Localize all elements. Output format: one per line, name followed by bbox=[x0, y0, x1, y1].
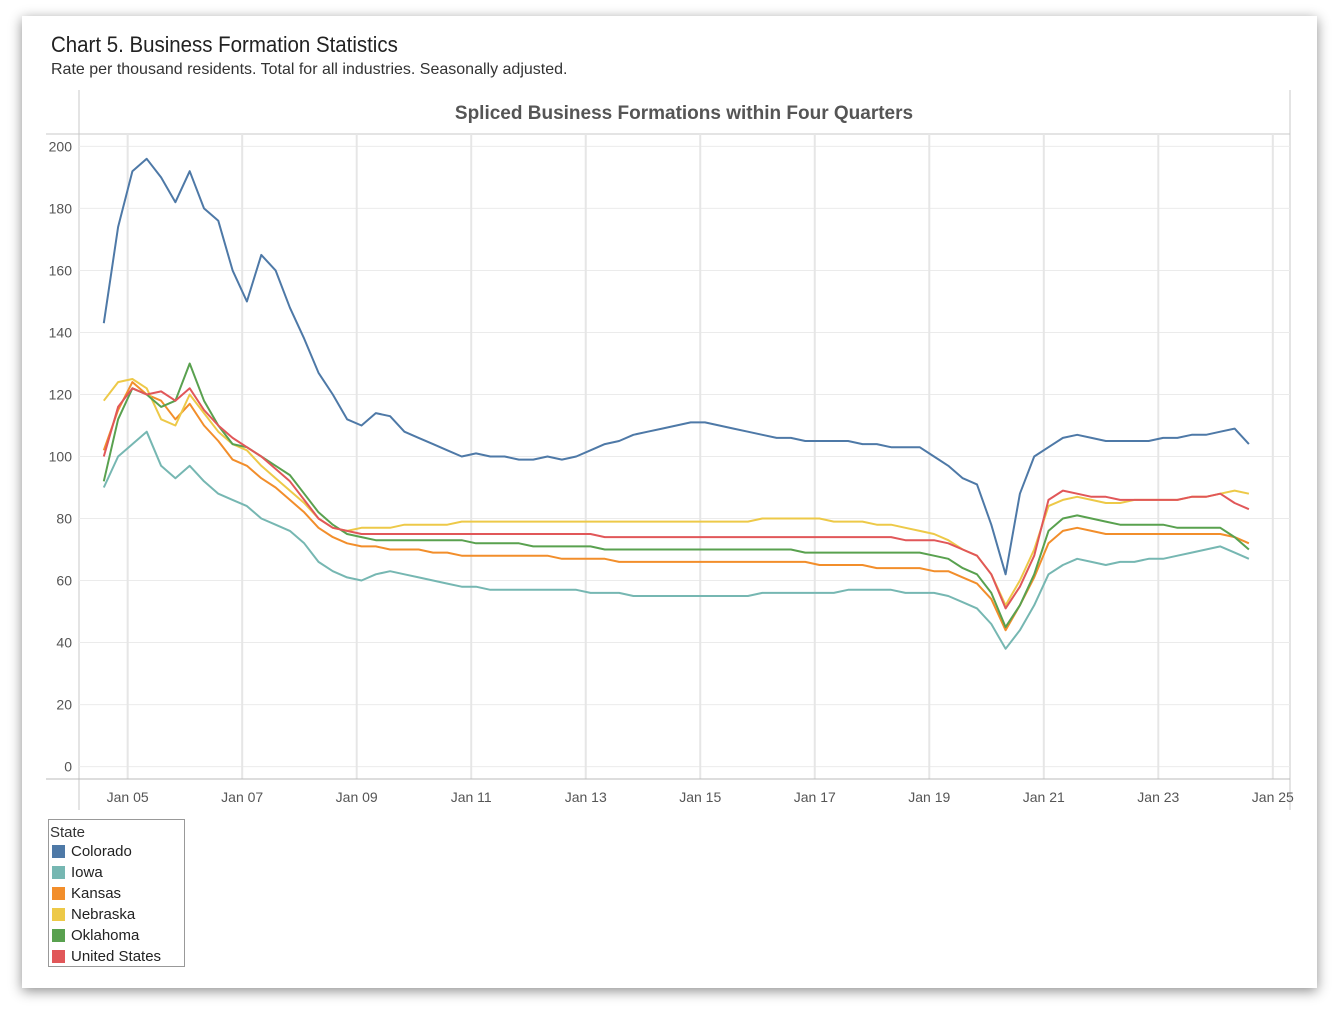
x-tick-label: Jan 05 bbox=[107, 789, 149, 805]
chart-card: Chart 5. Business Formation Statistics R… bbox=[22, 16, 1317, 988]
y-tick-label: 200 bbox=[49, 138, 73, 154]
series-line-oklahoma bbox=[102, 362, 1250, 629]
legend-swatch bbox=[52, 929, 65, 942]
y-tick-label: 60 bbox=[56, 573, 72, 589]
page-subtitle: Rate per thousand residents. Total for a… bbox=[51, 61, 568, 78]
legend-item-oklahoma: Oklahoma bbox=[49, 925, 184, 946]
legend-item-kansas: Kansas bbox=[49, 883, 184, 904]
x-tick-label: Jan 13 bbox=[565, 789, 607, 805]
x-tick-label: Jan 09 bbox=[336, 789, 378, 805]
x-tick-label: Jan 25 bbox=[1252, 789, 1294, 805]
legend-label: Iowa bbox=[71, 864, 103, 881]
legend-item-united-states: United States bbox=[49, 946, 184, 967]
legend-item-nebraska: Nebraska bbox=[49, 904, 184, 925]
legend-label: United States bbox=[71, 948, 162, 965]
x-tick-label: Jan 19 bbox=[908, 789, 950, 805]
y-axis-ticks: 0 20 40 60 80 100 120 140 160 180 200 bbox=[49, 138, 73, 774]
legend-label: Oklahoma bbox=[71, 927, 140, 944]
y-tick-label: 180 bbox=[49, 200, 73, 216]
legend-swatch bbox=[52, 887, 65, 900]
y-tick-label: 100 bbox=[49, 449, 73, 465]
series-line-nebraska bbox=[103, 378, 1250, 607]
x-tick-label: Jan 21 bbox=[1023, 789, 1065, 805]
legend-item-iowa: Iowa bbox=[49, 862, 184, 883]
x-tick-label: Jan 15 bbox=[679, 789, 721, 805]
series-line-iowa bbox=[102, 430, 1250, 650]
page-title: Chart 5. Business Formation Statistics bbox=[51, 32, 398, 57]
y-tick-label: 160 bbox=[49, 262, 73, 278]
legend-label: Kansas bbox=[71, 885, 122, 902]
series-lines bbox=[102, 157, 1250, 650]
y-tick-label: 20 bbox=[56, 697, 72, 713]
legend-label: Nebraska bbox=[71, 906, 136, 923]
legend-swatch bbox=[52, 866, 65, 879]
x-tick-label: Jan 07 bbox=[221, 789, 263, 805]
x-tick-label: Jan 17 bbox=[794, 789, 836, 805]
x-axis-ticks: Jan 05 Jan 07 Jan 09 Jan 11 Jan 13 Jan 15 Jan … bbox=[107, 789, 1294, 805]
series-line-united-states bbox=[102, 387, 1250, 610]
y-tick-label: 120 bbox=[49, 386, 73, 402]
x-tick-label: Jan 11 bbox=[451, 789, 492, 805]
y-tick-label: 140 bbox=[49, 324, 73, 340]
series-line-colorado bbox=[102, 157, 1250, 576]
legend-item-colorado: Colorado bbox=[49, 841, 184, 862]
legend-label: Colorado bbox=[71, 843, 132, 860]
legend-title: State bbox=[50, 824, 86, 841]
legend-swatch bbox=[52, 845, 65, 858]
legend-swatch bbox=[52, 950, 65, 963]
chart-title: Spliced Business Formations within Four … bbox=[455, 103, 913, 124]
y-tick-label: 0 bbox=[64, 759, 72, 775]
legend-swatch bbox=[52, 908, 65, 921]
y-tick-label: 80 bbox=[56, 511, 72, 527]
x-tick-label: Jan 23 bbox=[1137, 789, 1179, 805]
line-chart: Spliced Business Formations within Four … bbox=[46, 90, 1294, 810]
y-tick-label: 40 bbox=[56, 635, 72, 651]
legend: State Colorado Iowa Kansas Nebraska Oklahoma… bbox=[48, 819, 185, 967]
series-line-kansas bbox=[102, 381, 1250, 632]
